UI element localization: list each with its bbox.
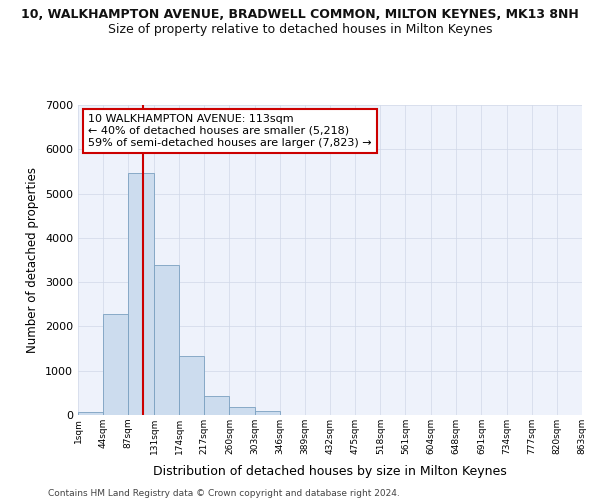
Text: 10, WALKHAMPTON AVENUE, BRADWELL COMMON, MILTON KEYNES, MK13 8NH: 10, WALKHAMPTON AVENUE, BRADWELL COMMON,… — [21, 8, 579, 20]
X-axis label: Distribution of detached houses by size in Milton Keynes: Distribution of detached houses by size … — [153, 466, 507, 478]
Y-axis label: Number of detached properties: Number of detached properties — [26, 167, 40, 353]
Bar — [154, 265, 179, 415]
Bar — [179, 356, 204, 415]
Bar — [103, 314, 128, 415]
Bar — [128, 173, 154, 415]
Text: Size of property relative to detached houses in Milton Keynes: Size of property relative to detached ho… — [108, 22, 492, 36]
Bar — [78, 412, 103, 415]
Bar — [204, 396, 229, 415]
Text: 10 WALKHAMPTON AVENUE: 113sqm
← 40% of detached houses are smaller (5,218)
59% o: 10 WALKHAMPTON AVENUE: 113sqm ← 40% of d… — [88, 114, 372, 148]
Bar — [254, 411, 280, 415]
Bar — [229, 408, 254, 415]
Text: Contains HM Land Registry data © Crown copyright and database right 2024.: Contains HM Land Registry data © Crown c… — [48, 488, 400, 498]
